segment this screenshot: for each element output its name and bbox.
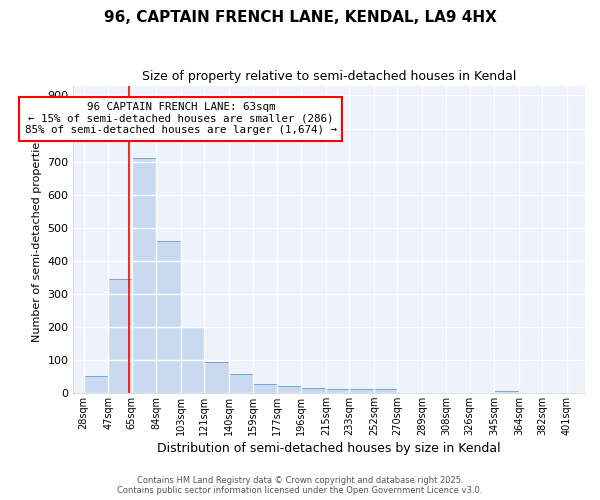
Bar bbox=[494, 391, 519, 393]
Bar bbox=[181, 326, 204, 393]
X-axis label: Distribution of semi-detached houses by size in Kendal: Distribution of semi-detached houses by … bbox=[157, 442, 501, 455]
Text: 96 CAPTAIN FRENCH LANE: 63sqm
← 15% of semi-detached houses are smaller (286)
85: 96 CAPTAIN FRENCH LANE: 63sqm ← 15% of s… bbox=[25, 102, 337, 136]
Y-axis label: Number of semi-detached properties: Number of semi-detached properties bbox=[32, 136, 42, 342]
Bar bbox=[326, 390, 349, 393]
Bar bbox=[108, 279, 131, 393]
Bar bbox=[253, 384, 277, 393]
Bar bbox=[374, 390, 397, 393]
Bar bbox=[204, 362, 229, 393]
Bar bbox=[229, 374, 253, 393]
Title: Size of property relative to semi-detached houses in Kendal: Size of property relative to semi-detach… bbox=[142, 70, 517, 83]
Bar bbox=[131, 158, 156, 393]
Bar bbox=[301, 388, 326, 393]
Bar bbox=[349, 390, 374, 393]
Text: 96, CAPTAIN FRENCH LANE, KENDAL, LA9 4HX: 96, CAPTAIN FRENCH LANE, KENDAL, LA9 4HX bbox=[104, 10, 496, 25]
Bar bbox=[83, 376, 108, 393]
Bar bbox=[277, 386, 301, 393]
Text: Contains HM Land Registry data © Crown copyright and database right 2025.
Contai: Contains HM Land Registry data © Crown c… bbox=[118, 476, 482, 495]
Bar bbox=[156, 241, 181, 393]
